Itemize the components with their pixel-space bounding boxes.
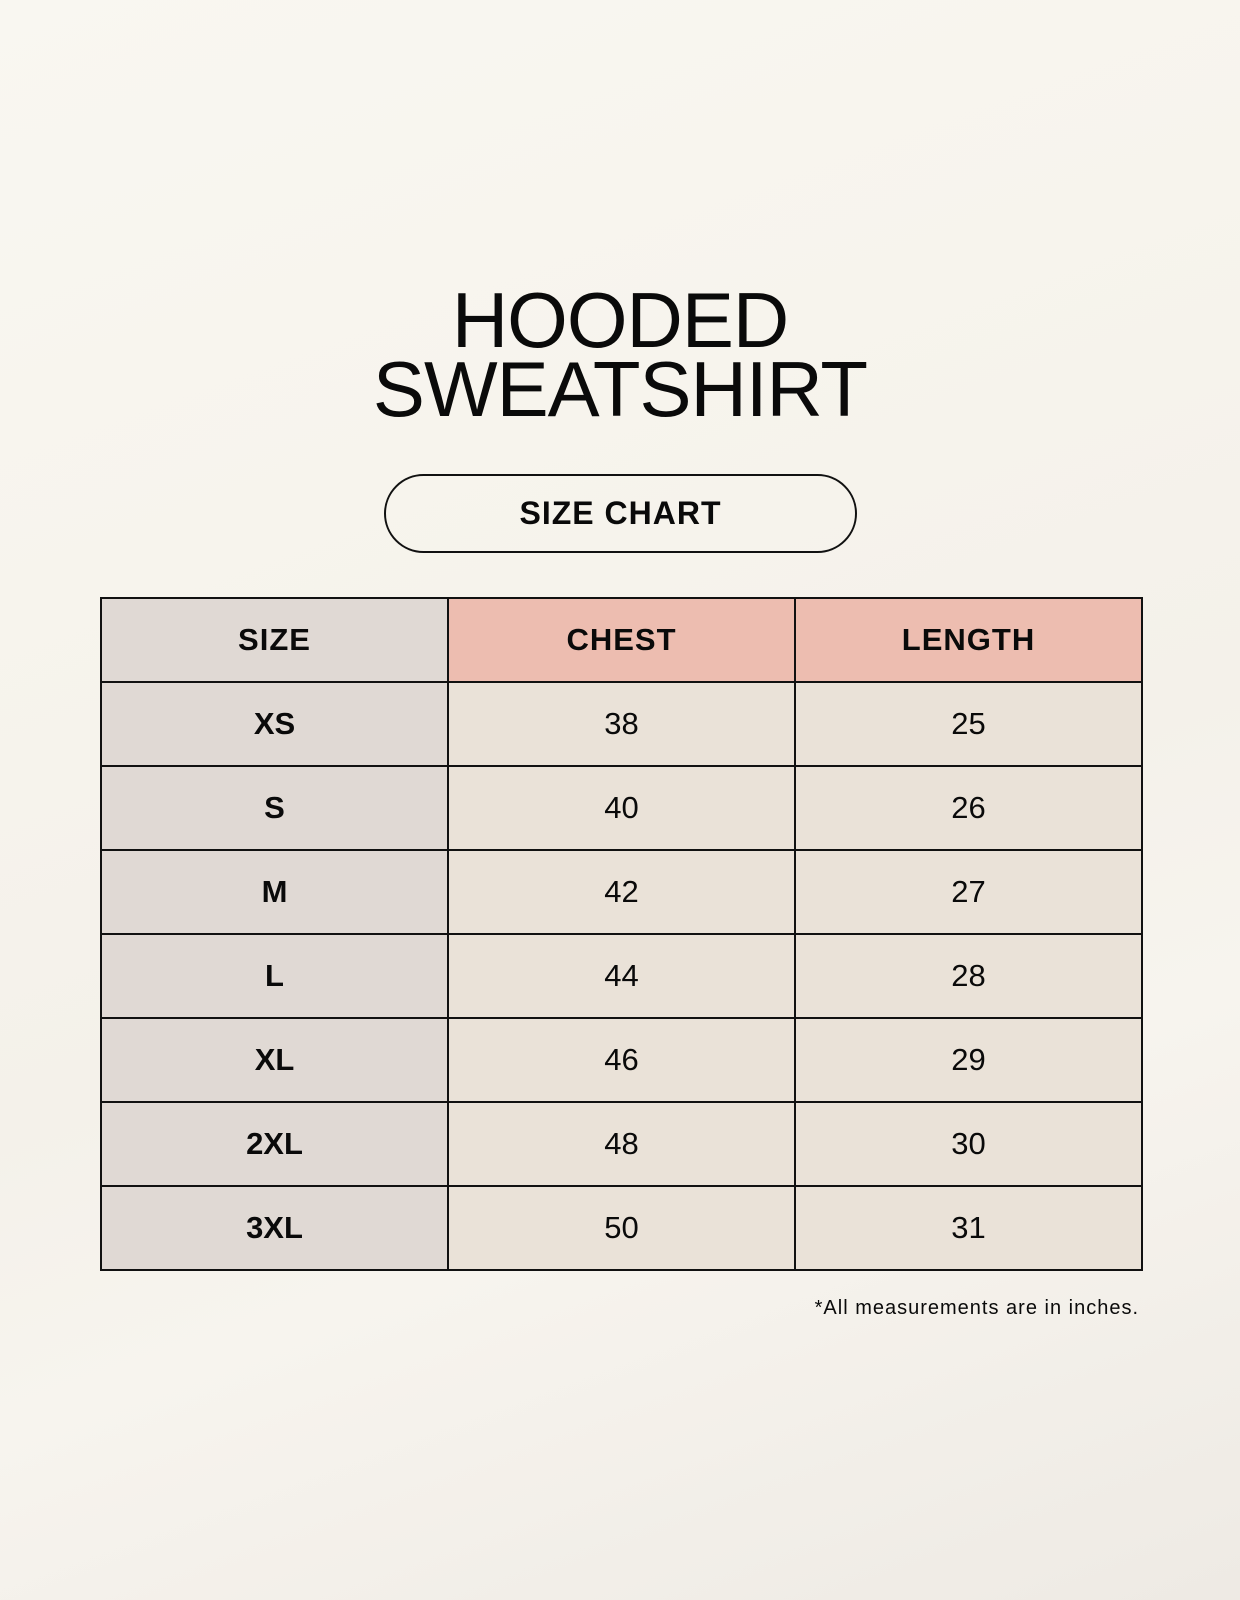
size-table: SIZE CHEST LENGTH XS 38 25 S 40 26 M 42 27 L 44 28 X…: [100, 597, 1143, 1271]
header-length: LENGTH: [794, 597, 1143, 683]
cell-chest: 48: [447, 1101, 796, 1187]
table-row: XS 38 25: [100, 681, 1143, 767]
table-header-row: SIZE CHEST LENGTH: [100, 597, 1143, 683]
cell-size: XS: [100, 681, 449, 767]
table-row: S 40 26: [100, 765, 1143, 851]
table-row: L 44 28: [100, 933, 1143, 1019]
table-row: XL 46 29: [100, 1017, 1143, 1103]
cell-size: 2XL: [100, 1101, 449, 1187]
cell-size: S: [100, 765, 449, 851]
header-chest: CHEST: [447, 597, 796, 683]
table-row: 2XL 48 30: [100, 1101, 1143, 1187]
cell-length: 31: [794, 1185, 1143, 1271]
cell-size: L: [100, 933, 449, 1019]
cell-length: 25: [794, 681, 1143, 767]
cell-length: 26: [794, 765, 1143, 851]
cell-chest: 46: [447, 1017, 796, 1103]
cell-chest: 50: [447, 1185, 796, 1271]
cell-chest: 40: [447, 765, 796, 851]
cell-chest: 44: [447, 933, 796, 1019]
page-title: HOODED SWEATSHIRT: [0, 276, 1240, 433]
cell-length: 30: [794, 1101, 1143, 1187]
cell-size: M: [100, 849, 449, 935]
title-line-2: SWEATSHIRT: [372, 345, 868, 433]
header-size: SIZE: [100, 597, 449, 683]
table-row: 3XL 50 31: [100, 1185, 1143, 1271]
title-line-1: HOODED: [451, 276, 789, 364]
cell-chest: 38: [447, 681, 796, 767]
cell-chest: 42: [447, 849, 796, 935]
footnote: *All measurements are in inches.: [814, 1297, 1139, 1319]
cell-size: XL: [100, 1017, 449, 1103]
cell-length: 27: [794, 849, 1143, 935]
table-row: M 42 27: [100, 849, 1143, 935]
cell-size: 3XL: [100, 1185, 449, 1271]
size-chart-badge: SIZE CHART: [384, 474, 857, 553]
cell-length: 28: [794, 933, 1143, 1019]
cell-length: 29: [794, 1017, 1143, 1103]
